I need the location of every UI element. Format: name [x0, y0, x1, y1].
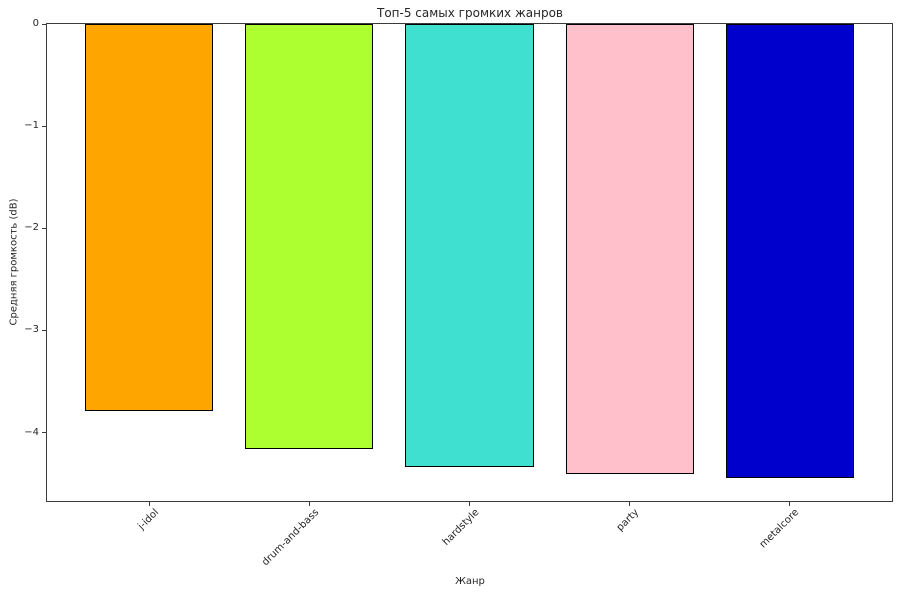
- bar-party: [565, 24, 694, 475]
- x-axis-label: Жанр: [455, 576, 485, 587]
- y-tick-label: 0: [32, 18, 39, 29]
- x-tick-mark: [148, 502, 150, 506]
- y-tick-mark: [42, 227, 46, 229]
- y-axis-label: Средняя громкость (dB): [8, 198, 20, 326]
- chart-title: Топ-5 самых громких жанров: [376, 6, 564, 20]
- y-tick-label: −2: [24, 222, 39, 234]
- y-tick-label: −1: [24, 120, 39, 132]
- x-tick-label: party: [614, 507, 642, 534]
- y-tick-mark: [42, 329, 46, 331]
- x-tick-mark: [308, 502, 310, 506]
- x-tick-label: metalcore: [757, 507, 802, 551]
- x-tick-mark: [789, 502, 791, 506]
- x-tick-label: drum-and-bass: [260, 507, 322, 569]
- x-tick-label: hardstyle: [440, 507, 482, 548]
- bar-j-idol: [85, 24, 214, 412]
- y-tick-label: −3: [24, 324, 39, 336]
- y-tick-mark: [42, 125, 46, 127]
- bar-hardstyle: [405, 24, 534, 468]
- plot-area: 0 −1 −2 −3 −4 j-idol drum-and-bass hardstyle par…: [24, 19, 893, 568]
- bar-metalcore: [725, 24, 854, 478]
- bar-drum-and-bass: [245, 24, 374, 449]
- x-tick-mark: [629, 502, 631, 506]
- y-tick-mark: [42, 432, 46, 434]
- x-tick-label: j-idol: [136, 507, 162, 533]
- y-tick-mark: [42, 23, 46, 25]
- y-tick-label: −4: [24, 426, 39, 438]
- x-tick-mark: [469, 502, 470, 506]
